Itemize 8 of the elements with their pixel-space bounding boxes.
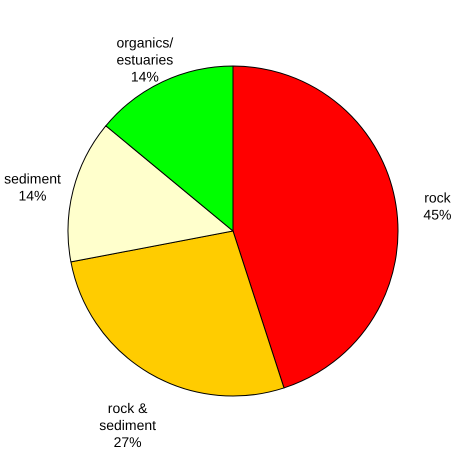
slice-label: rock & sediment xyxy=(99,400,156,434)
data-label: 45% xyxy=(423,206,452,223)
data-label: 14% xyxy=(130,68,159,85)
slice-label: organics/ estuaries xyxy=(116,34,174,68)
slice-label: rock xyxy=(424,190,452,206)
slice-label: sediment xyxy=(4,170,62,187)
data-label: 27% xyxy=(114,434,142,450)
data-label: 14% xyxy=(18,188,47,204)
